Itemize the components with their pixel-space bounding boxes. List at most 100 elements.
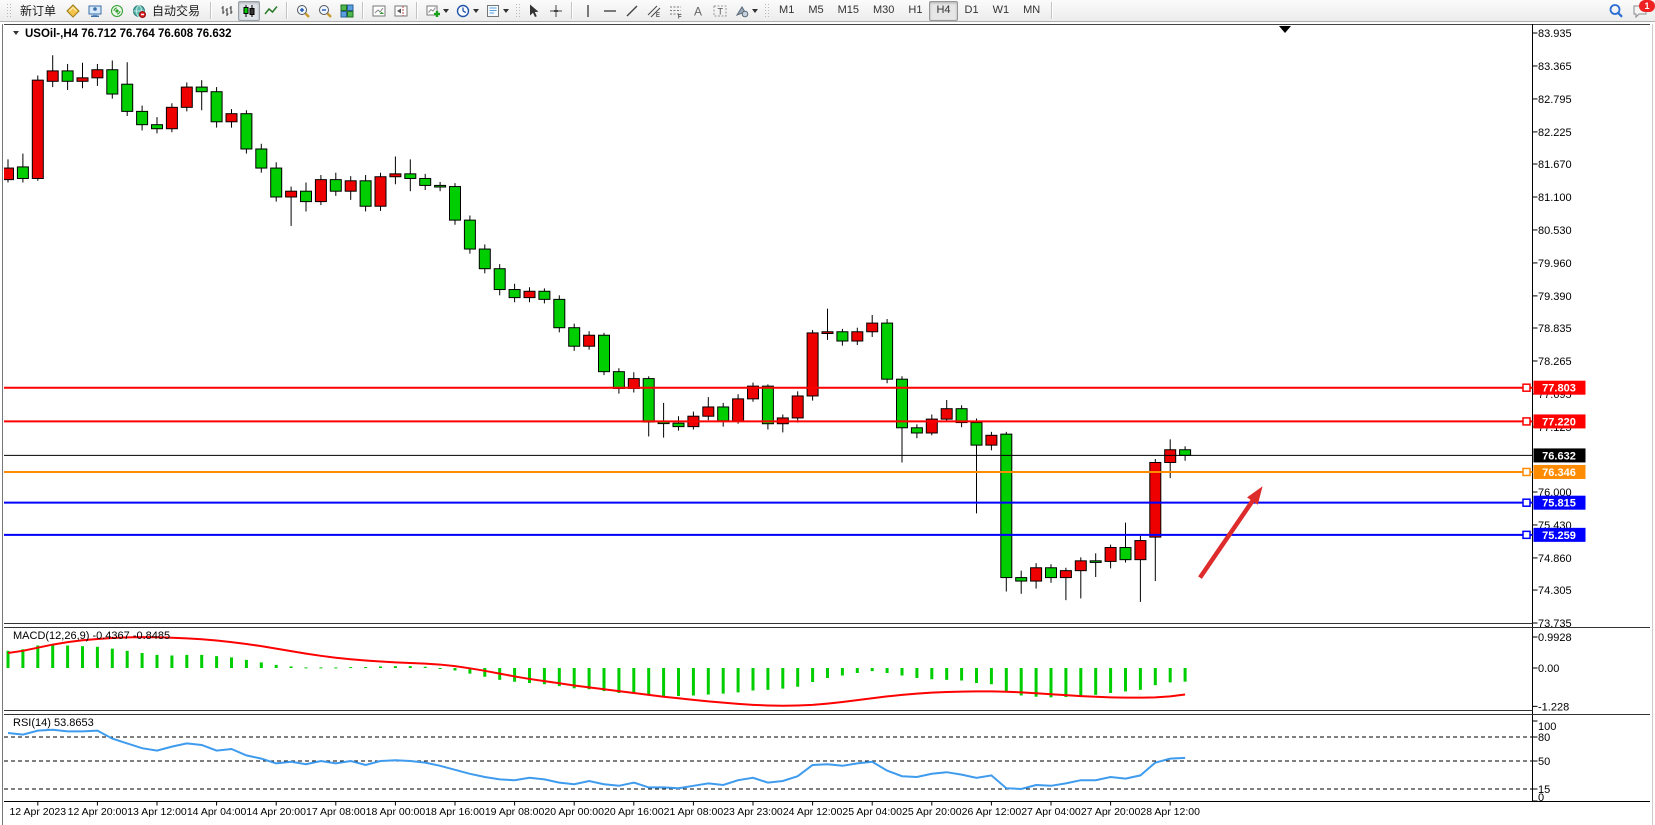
candle [449, 186, 461, 221]
toolbar-separator [286, 2, 289, 19]
svg-text:0.00: 0.00 [1538, 663, 1559, 675]
chart-title-bar[interactable]: USOil-,H4 76.712 76.764 76.608 76.632 [13, 28, 232, 40]
timeframe-w1[interactable]: W1 [992, 3, 1010, 16]
hline-77.803[interactable] [4, 383, 1533, 392]
chart-shift-button[interactable] [390, 1, 412, 21]
candle [583, 334, 596, 347]
candle [91, 69, 104, 79]
toolbar-grip[interactable] [764, 2, 770, 19]
time-axis[interactable]: 12 Apr 2023 12 Apr 20:00 13 Apr 12:00 14 Ap… [9, 801, 1200, 819]
chart-bars-button[interactable] [216, 1, 238, 21]
candle [285, 190, 298, 198]
symbol-dropdown-icon[interactable] [13, 31, 19, 38]
svg-text:E: E [656, 13, 660, 19]
search-button[interactable] [1604, 1, 1628, 21]
trendline-button[interactable] [621, 1, 643, 21]
shapes-icon [734, 3, 750, 19]
svg-text:15: 15 [1538, 784, 1550, 796]
shapes-button[interactable] [731, 1, 761, 21]
candle [955, 408, 968, 424]
chevron-down-icon [752, 9, 759, 16]
candle [851, 331, 864, 342]
timeframe-mn[interactable]: MN [1023, 3, 1041, 16]
timeframe-m30[interactable]: M30 [873, 3, 895, 16]
cursor-button[interactable] [523, 1, 545, 21]
chevron-down-icon [443, 9, 450, 16]
candle [1045, 567, 1057, 579]
candle [1149, 461, 1162, 538]
hline-77.220[interactable] [4, 417, 1533, 426]
templates-icon [485, 3, 501, 19]
signals-button[interactable] [106, 1, 128, 21]
svg-text:50: 50 [1538, 756, 1550, 768]
periods-button[interactable] [452, 1, 482, 21]
timeframe-m1[interactable]: M1 [779, 3, 795, 16]
trend-arrow[interactable] [1198, 486, 1263, 579]
toolbar-separator [571, 2, 574, 19]
fibonacci-button[interactable]: F [665, 1, 687, 21]
timeframe-d1[interactable]: D1 [964, 3, 979, 16]
hline-75.815[interactable] [4, 498, 1533, 507]
svg-text:26 Apr 12:00: 26 Apr 12:00 [962, 806, 1022, 818]
svg-text:T: T [718, 6, 724, 16]
autotrading-button[interactable]: 自动交易 [128, 1, 206, 21]
candle [493, 268, 506, 291]
timeframe-h4[interactable]: H4 [929, 0, 958, 21]
zoom-out-icon [317, 3, 333, 19]
timeframe-m15[interactable]: M15 [837, 3, 859, 16]
templates-button[interactable] [482, 1, 512, 21]
mql-button[interactable] [62, 1, 84, 21]
horizontal-line-button[interactable] [599, 1, 621, 21]
zoom-out-button[interactable] [314, 1, 336, 21]
tile-windows-button[interactable] [336, 1, 358, 21]
price-badge-76.346: 76.346 [1533, 464, 1586, 479]
chart-candles-button[interactable] [238, 0, 261, 21]
autoscroll-button[interactable] [368, 1, 390, 21]
diamond-icon [65, 3, 81, 19]
toolbar-grip[interactable] [515, 2, 521, 19]
toolbar-grip[interactable] [6, 2, 11, 19]
candle [61, 70, 74, 82]
text-button[interactable]: A [687, 1, 709, 21]
candle [806, 332, 819, 397]
candle [1179, 449, 1192, 456]
candle [866, 322, 879, 333]
candle [106, 69, 119, 95]
svg-text:23 Apr 23:00: 23 Apr 23:00 [723, 806, 783, 818]
chat-button[interactable]: 1 [1628, 0, 1655, 21]
globe-icon [131, 3, 147, 19]
svg-text:0: 0 [1538, 792, 1544, 804]
timeframe-h1[interactable]: H1 [908, 3, 923, 16]
svg-text:80: 80 [1538, 732, 1550, 744]
candle [612, 371, 625, 389]
hline-76.346[interactable] [4, 467, 1533, 477]
channel-button[interactable]: E [643, 1, 665, 21]
vertical-line-icon [580, 3, 596, 19]
text-label-button[interactable]: T [709, 1, 731, 21]
new-order-button[interactable]: 新订单 [14, 1, 62, 21]
svg-text:14 Apr 20:00: 14 Apr 20:00 [246, 806, 306, 818]
add-indicator-button[interactable] [422, 1, 452, 21]
candle [791, 395, 804, 419]
notification-badge: 1 [1639, 0, 1655, 12]
candle [672, 422, 685, 428]
terminal-button[interactable] [84, 1, 106, 21]
candle [1164, 449, 1177, 463]
crosshair-button[interactable] [545, 1, 567, 21]
zoom-in-button[interactable] [292, 1, 314, 21]
svg-text:76.346: 76.346 [1542, 467, 1576, 479]
candle [255, 148, 268, 169]
candle [925, 418, 938, 434]
svg-text:-1.228: -1.228 [1538, 701, 1569, 713]
chart-line-button[interactable] [260, 1, 282, 21]
svg-text:77.220: 77.220 [1542, 416, 1576, 428]
candle [523, 290, 536, 299]
timeframe-m5[interactable]: M5 [808, 3, 824, 16]
hline-75.259[interactable] [4, 530, 1533, 540]
vertical-line-button[interactable] [577, 1, 599, 21]
svg-text:12 Apr 20:00: 12 Apr 20:00 [68, 806, 128, 818]
price-badge-75.815: 75.815 [1533, 495, 1586, 510]
chart-shift-marker[interactable] [1279, 26, 1291, 33]
channel-icon: E [646, 3, 662, 19]
